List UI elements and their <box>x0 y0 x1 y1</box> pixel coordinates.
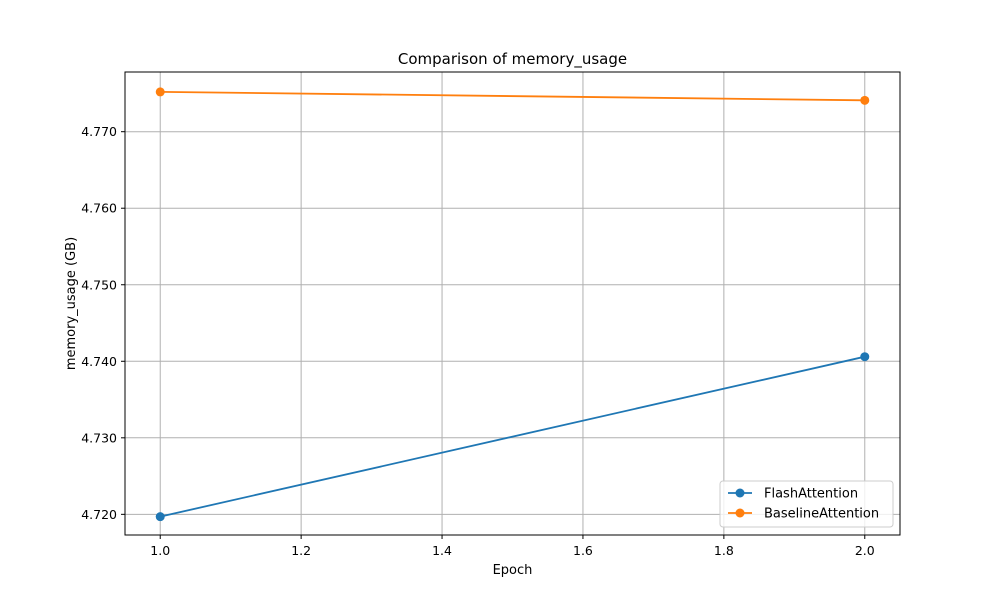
x-axis-ticks: 1.0 1.2 1.4 1.6 1.8 2.0 <box>150 535 875 558</box>
x-axis-label: Epoch <box>493 563 533 578</box>
x-tick-label: 1.8 <box>714 543 734 558</box>
legend-box <box>719 480 894 528</box>
y-tick-label: 4.720 <box>81 507 117 522</box>
series-line-baselineattention <box>160 90 865 102</box>
x-tick-label: 2.0 <box>855 543 875 558</box>
chart-title: Comparison of memory_usage <box>398 50 627 69</box>
x-tick-label: 1.0 <box>150 543 170 558</box>
legend-label: FlashAttention <box>764 487 858 502</box>
legend-marker <box>735 508 745 518</box>
y-tick-label: 4.730 <box>81 430 117 445</box>
legend-label: BaselineAttention <box>764 507 879 522</box>
data-point-baselineattention <box>155 87 165 97</box>
y-tick-label: 4.770 <box>81 124 117 139</box>
x-tick-label: 1.6 <box>573 543 593 558</box>
series-layer <box>155 87 870 522</box>
series-line-flashattention <box>160 355 865 518</box>
y-tick-label: 4.760 <box>81 201 117 216</box>
data-point-flashattention <box>860 352 870 362</box>
legend-marker <box>735 488 745 498</box>
legend: FlashAttention BaselineAttention <box>719 480 894 528</box>
y-axis-ticks: 4.720 4.730 4.740 4.750 4.760 4.770 <box>81 124 125 522</box>
x-tick-label: 1.4 <box>432 543 452 558</box>
data-point-baselineattention <box>860 95 870 105</box>
y-axis-label: memory_usage (GB) <box>64 237 79 370</box>
x-tick-label: 1.2 <box>291 543 311 558</box>
data-point-flashattention <box>155 512 165 522</box>
y-tick-label: 4.740 <box>81 354 117 369</box>
y-tick-label: 4.750 <box>81 277 117 292</box>
plot-frame <box>124 71 901 536</box>
